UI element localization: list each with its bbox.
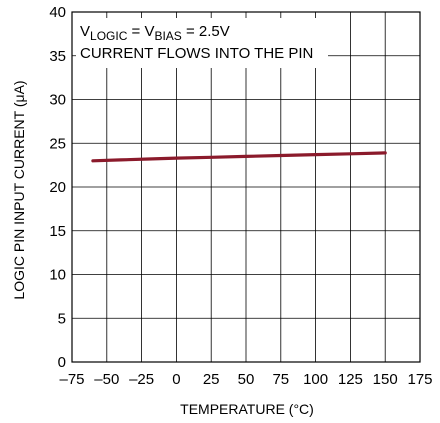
x-axis-label: TEMPERATURE (°C) [180,401,314,417]
x-tick-label: –25 [129,371,154,388]
x-tick-label: –75 [59,371,84,388]
x-tick-label: –50 [94,371,119,388]
y-tick-label: 35 [49,48,66,65]
y-tick-label: 5 [58,310,66,327]
y-tick-label: 0 [58,354,66,371]
x-tick-label: 0 [172,371,180,388]
y-tick-label: 40 [49,4,66,21]
y-tick-labels: 0 5 10 15 20 25 30 35 40 [49,4,66,371]
y-tick-label: 20 [49,179,66,196]
y-tick-label: 15 [49,223,66,240]
x-tick-label: 125 [338,371,363,388]
annotation-line-2: CURRENT FLOWS INTO THE PIN [80,45,313,62]
y-tick-label: 10 [49,267,66,284]
x-tick-label: 75 [272,371,289,388]
series-layer [93,153,385,161]
x-tick-labels: –75 –50 –25 0 25 50 75 100 125 150 175 [59,371,432,388]
series-line [93,153,385,161]
y-tick-label: 30 [49,92,66,109]
x-tick-label: 100 [303,371,328,388]
y-tick-label: 25 [49,135,66,152]
x-tick-label: 50 [238,371,255,388]
y-axis-label: LOGIC PIN INPUT CURRENT (μA) [11,80,27,299]
x-tick-label: 25 [203,371,220,388]
x-tick-label: 175 [407,371,432,388]
x-tick-label: 150 [373,371,398,388]
